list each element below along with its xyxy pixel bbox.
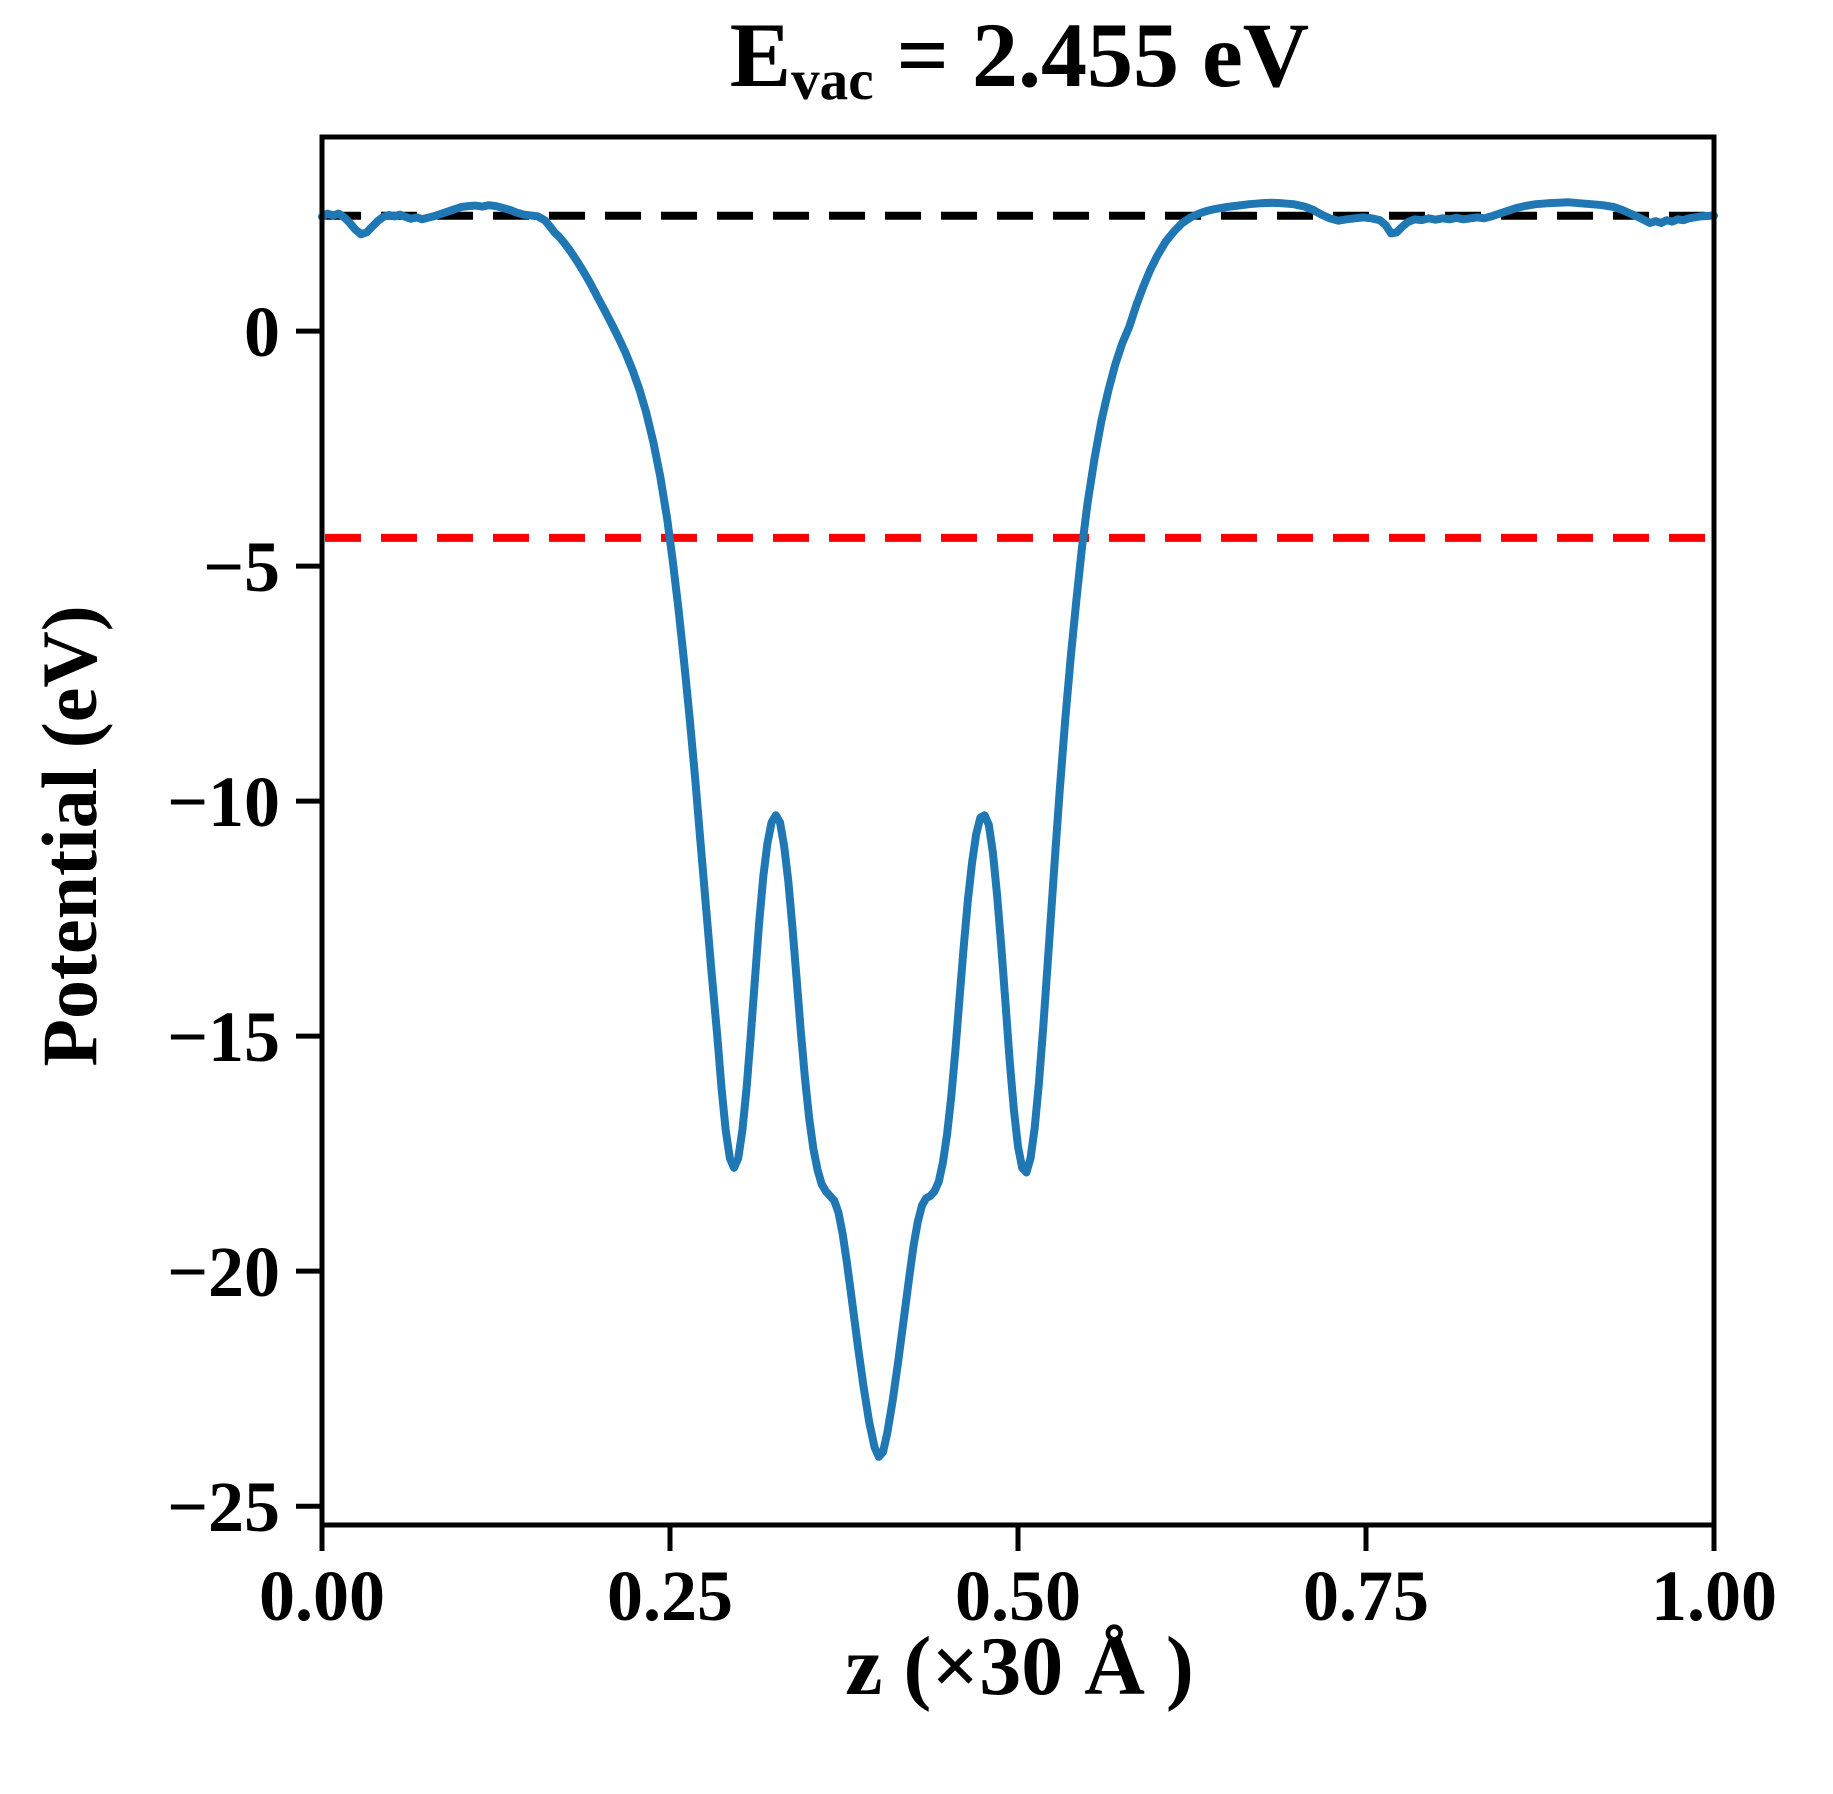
chart-title: Evac = 2.455 eV	[322, 2, 1717, 112]
axes-spine	[319, 134, 1717, 1528]
y-tick-label: −5	[203, 527, 280, 607]
title-subscript: vac	[791, 48, 874, 112]
x-axis-label: z (×30 Å )	[845, 1620, 1194, 1713]
y-tick-label: −15	[167, 997, 280, 1077]
y-tick-label: −20	[167, 1232, 280, 1312]
x-tick-label: 0.50	[955, 1556, 1081, 1636]
title-rest: = 2.455 eV	[873, 4, 1310, 106]
y-tick-label: −10	[167, 762, 280, 842]
planar-averaged-potential-curve	[318, 198, 1718, 1461]
x-tick-label: 0.25	[607, 1556, 733, 1636]
x-tick-label: 0.00	[259, 1556, 385, 1636]
y-tick-label: 0	[244, 292, 280, 372]
y-tick-label: −25	[167, 1467, 280, 1547]
x-tick-label: 1.00	[1651, 1556, 1777, 1636]
title-prefix: E	[729, 4, 792, 106]
x-tick-label: 0.75	[1303, 1556, 1429, 1636]
